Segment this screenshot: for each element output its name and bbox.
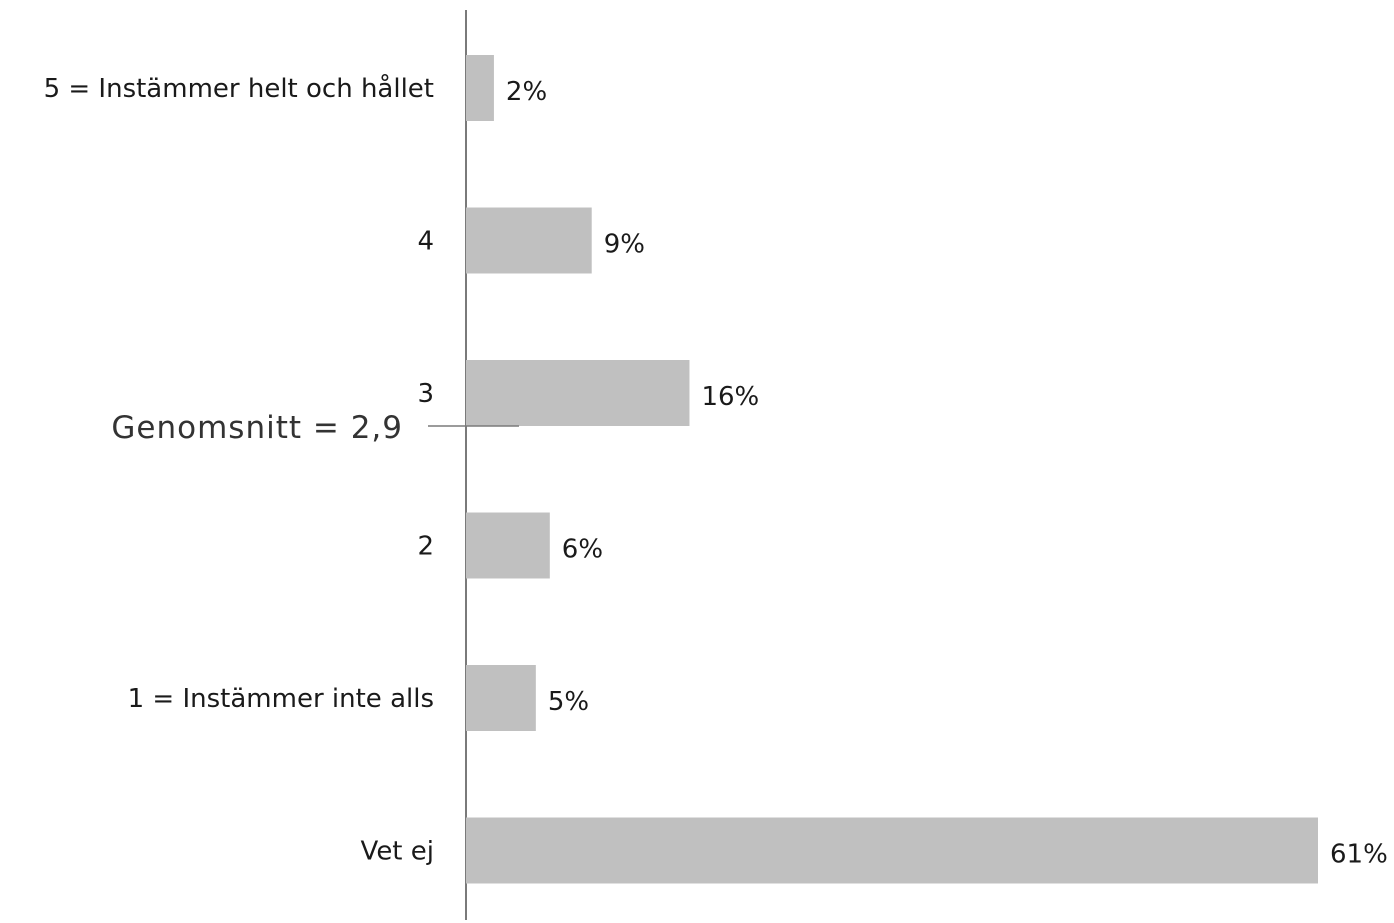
value-label: 5% xyxy=(548,687,589,717)
value-label: 2% xyxy=(506,77,547,107)
category-label: 1 = Instämmer inte alls xyxy=(128,684,434,714)
bar xyxy=(466,360,690,426)
bar xyxy=(466,665,536,731)
category-label: 5 = Instämmer helt och hållet xyxy=(44,73,434,104)
category-label: 4 xyxy=(417,227,434,257)
average-label: Genomsnitt = 2,9 xyxy=(111,410,403,446)
bar xyxy=(466,817,1318,884)
average-annotation: Genomsnitt = 2,9 xyxy=(111,410,519,446)
bars-group: 5 = Instämmer helt och hållet 2% 4 9% 3 16% 2 6… xyxy=(44,55,1388,884)
bar xyxy=(466,207,592,274)
category-label: Vet ej xyxy=(361,837,434,867)
category-label: 2 xyxy=(417,532,434,562)
value-label: 16% xyxy=(701,382,759,412)
bar xyxy=(466,512,550,579)
value-label: 61% xyxy=(1330,840,1388,870)
bar xyxy=(466,55,494,121)
value-label: 6% xyxy=(562,535,603,565)
value-label: 9% xyxy=(604,230,645,260)
category-label: 3 xyxy=(417,379,434,409)
